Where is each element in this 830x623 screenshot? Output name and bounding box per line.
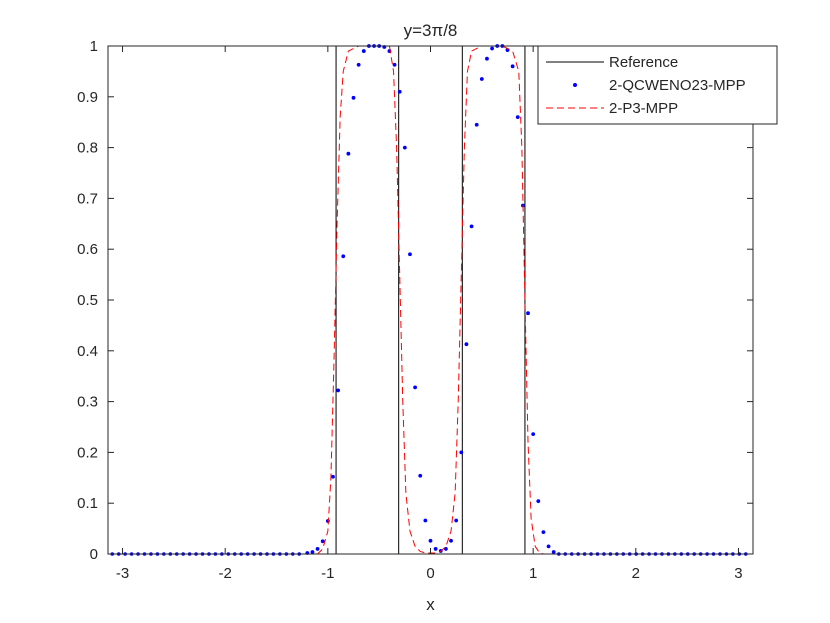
x-tick-label: -3 xyxy=(116,565,129,582)
series-1-points xyxy=(110,44,748,556)
series-point xyxy=(490,46,494,51)
legend-label: 2-QCWENO23-MPP xyxy=(609,77,746,94)
tick-layer: -3 -2 -1 0 1 2 3 0 0.1 0.2 0.3 0.4 0.5 0.6 0.7 0.8 0.9 1 xyxy=(77,38,753,582)
series-point xyxy=(464,342,469,347)
x-tick-label: 1 xyxy=(529,565,537,582)
legend: Reference 2-QCWENO23-MPP 2-P3-MPP xyxy=(537,45,778,125)
x-tick-label: 3 xyxy=(734,565,742,582)
series-point xyxy=(459,450,464,455)
series-point xyxy=(408,252,412,257)
series-point xyxy=(515,115,520,120)
series-point xyxy=(392,62,397,67)
series-point xyxy=(536,499,541,504)
y-tick-label: 0.2 xyxy=(77,444,98,461)
series-point xyxy=(310,550,315,554)
y-tick-label: 0.6 xyxy=(77,241,98,258)
y-tick-label: 0 xyxy=(90,546,98,563)
series-point xyxy=(341,254,346,259)
series-point xyxy=(526,311,530,316)
y-tick-label: 0.7 xyxy=(77,190,98,207)
series-point xyxy=(413,385,418,390)
y-tick-label: 1 xyxy=(90,38,98,55)
y-tick-label: 0.3 xyxy=(77,394,98,411)
y-tick-label: 0.8 xyxy=(77,140,98,157)
x-tick-label: 2 xyxy=(632,565,640,582)
series-point xyxy=(531,432,536,437)
series-point xyxy=(443,547,448,551)
chart-title: y=3π/8 xyxy=(404,21,458,40)
series-point xyxy=(449,538,453,543)
axes-box xyxy=(107,45,754,555)
series-point xyxy=(351,95,356,100)
series-point xyxy=(541,530,546,535)
series-point xyxy=(485,56,489,61)
series-point xyxy=(320,539,325,544)
series-point xyxy=(454,518,459,523)
legend-label: 2-P3-MPP xyxy=(609,100,678,117)
x-tick-label: -1 xyxy=(321,565,334,582)
x-tick-label: 0 xyxy=(426,565,434,582)
series-point xyxy=(325,519,330,523)
series-point xyxy=(428,538,433,543)
y-tick-label: 0.9 xyxy=(77,89,98,106)
y-tick-label: 0.5 xyxy=(77,292,98,309)
series-point xyxy=(510,64,515,69)
series-point xyxy=(418,473,423,478)
legend-items: Reference 2-QCWENO23-MPP 2-P3-MPP xyxy=(546,54,746,117)
series-point xyxy=(474,122,479,127)
series-point xyxy=(423,518,428,523)
series-point xyxy=(315,547,320,551)
legend-label: Reference xyxy=(609,54,678,71)
series-point xyxy=(346,151,351,156)
x-axis-title: x xyxy=(426,595,435,614)
series-point xyxy=(331,474,335,479)
legend-marker xyxy=(573,83,577,87)
series-point xyxy=(397,89,402,94)
series-point xyxy=(356,62,361,67)
series-point xyxy=(433,547,438,551)
series-point xyxy=(402,145,407,150)
series-point xyxy=(361,49,366,53)
x-tick-label: -2 xyxy=(219,565,232,582)
series-point xyxy=(546,544,551,549)
series-point xyxy=(551,550,556,554)
legend-box xyxy=(537,45,778,125)
y-tick-label: 0.1 xyxy=(77,495,98,512)
y-tick-label: 0.4 xyxy=(77,343,98,360)
series-point xyxy=(336,388,341,393)
series-point xyxy=(469,224,474,229)
plot-area xyxy=(108,46,753,554)
series-point xyxy=(479,77,484,81)
